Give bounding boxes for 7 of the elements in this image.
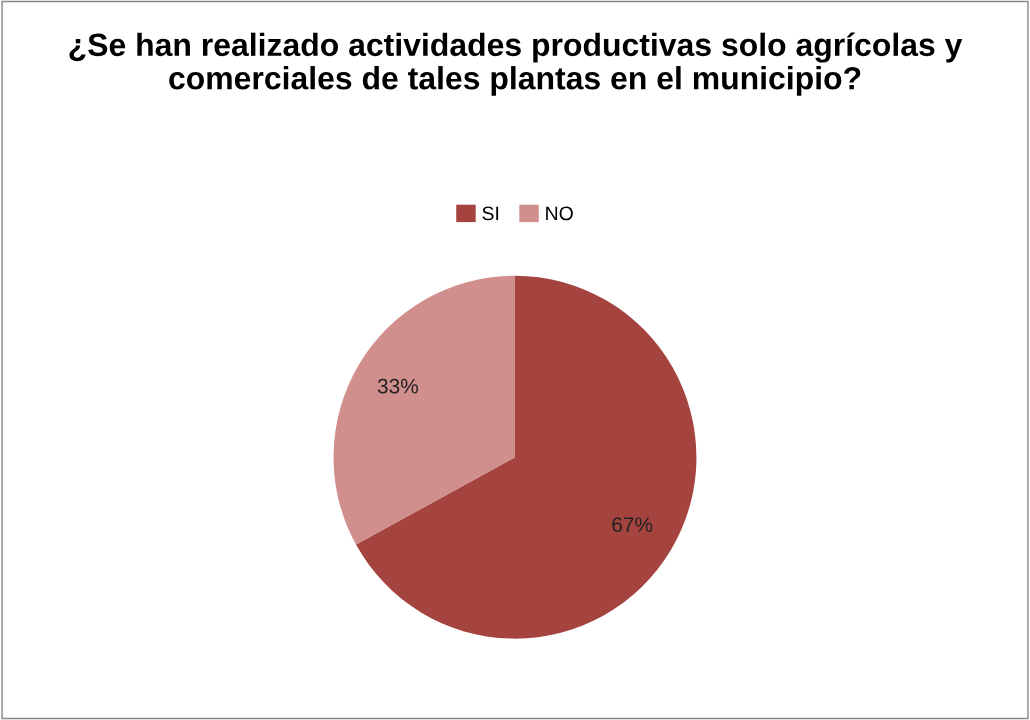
legend-label: SI [482, 206, 499, 221]
pie-slice [333, 275, 515, 545]
pie-slice [356, 275, 697, 639]
data-label: 33% [377, 378, 418, 394]
data-label: 67% [612, 517, 653, 533]
chart-title: ¿Se han realizado actividades productivas solo agrícolas y comerciales de tales plantas en el municipio? [69, 32, 963, 96]
legend-label: NO [546, 206, 573, 221]
